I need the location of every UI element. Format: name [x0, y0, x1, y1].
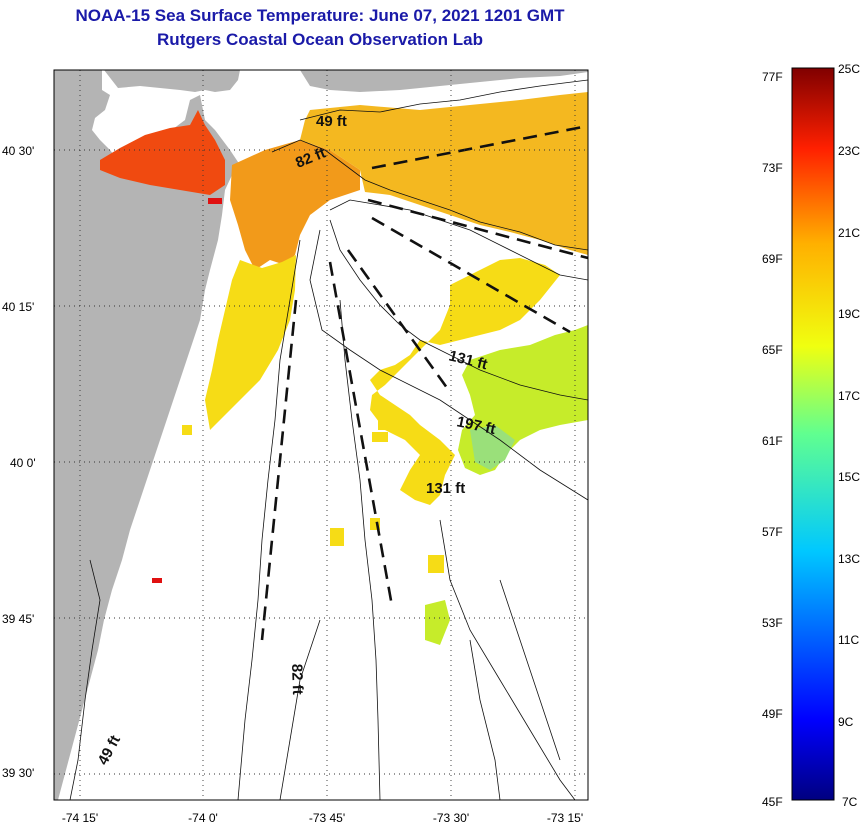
- fahrenheit-label: 57F: [762, 525, 783, 539]
- fahrenheit-label: 65F: [762, 343, 783, 357]
- colorbar-gradient: [791, 67, 835, 801]
- depth-label: 82 ft: [288, 664, 306, 695]
- lat-label: 40 0': [10, 456, 36, 470]
- depth-contours: [69, 79, 588, 800]
- celsius-label: 19C: [838, 307, 860, 321]
- lon-label: -73 45': [309, 811, 345, 825]
- fahrenheit-label: 49F: [762, 707, 783, 721]
- celsius-label: 7C: [842, 795, 858, 809]
- lon-label: -74 15': [62, 811, 98, 825]
- lon-label: -73 15': [547, 811, 583, 825]
- celsius-label: 21C: [838, 226, 860, 240]
- celsius-label: 17C: [838, 389, 860, 403]
- colorbar-f-labels: 77F 73F 69F 65F 61F 57F 53F 49F 45F: [762, 70, 783, 809]
- celsius-label: 9C: [838, 715, 854, 729]
- map-subtitle: Rutgers Coastal Ocean Observation Lab: [157, 30, 483, 49]
- lat-lon-grid: [54, 70, 588, 800]
- depth-label: 49 ft: [316, 113, 347, 130]
- map-frame: [53, 69, 589, 801]
- celsius-label: 13C: [838, 552, 860, 566]
- land-mass: [54, 70, 240, 800]
- lat-label: 39 45': [2, 612, 34, 626]
- lat-label: 40 30': [2, 144, 34, 158]
- celsius-label: 15C: [838, 470, 860, 484]
- fahrenheit-label: 69F: [762, 252, 783, 266]
- depth-label: 131 ft: [426, 480, 465, 497]
- colorbar: 77F 73F 69F 65F 61F 57F 53F 49F 45F 25C …: [762, 62, 860, 809]
- fahrenheit-label: 61F: [762, 434, 783, 448]
- fahrenheit-label: 53F: [762, 616, 783, 630]
- fahrenheit-label: 73F: [762, 161, 783, 175]
- latitude-labels: 40 30' 40 15' 40 0' 39 45' 39 30': [2, 144, 36, 780]
- map-title: NOAA-15 Sea Surface Temperature: June 07…: [75, 6, 565, 25]
- fahrenheit-label: 45F: [762, 795, 783, 809]
- lon-label: -74 0': [188, 811, 218, 825]
- fahrenheit-label: 77F: [762, 70, 783, 84]
- transect-lines: [260, 124, 588, 641]
- land-mass: [300, 70, 588, 92]
- land-gap: [90, 690, 150, 798]
- land-mass: [104, 70, 240, 92]
- celsius-label: 25C: [838, 62, 860, 76]
- lat-label: 39 30': [2, 766, 34, 780]
- longitude-labels: -74 15' -74 0' -73 45' -73 30' -73 15': [62, 811, 583, 825]
- celsius-label: 23C: [838, 144, 860, 158]
- sst-field: [100, 92, 588, 645]
- lat-label: 40 15': [2, 300, 34, 314]
- colorbar-c-labels: 25C 23C 21C 19C 17C 15C 13C 11C 9C 7C: [838, 62, 860, 809]
- lon-label: -73 30': [433, 811, 469, 825]
- celsius-label: 11C: [838, 633, 859, 647]
